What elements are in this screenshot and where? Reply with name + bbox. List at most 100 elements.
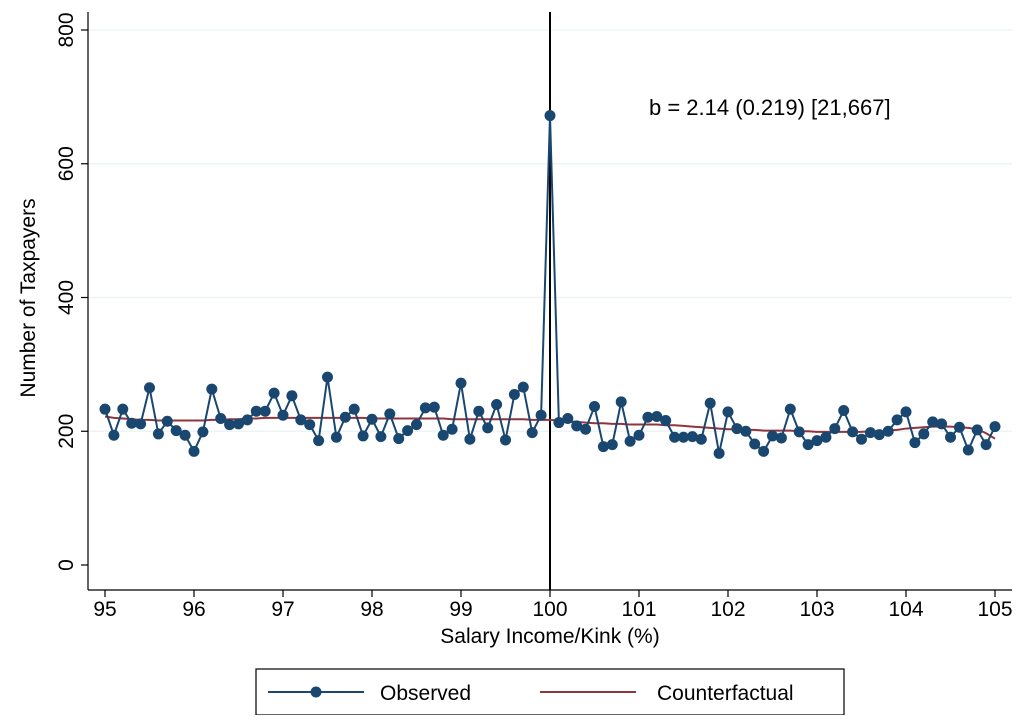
y-tick-label-400: 400	[55, 280, 78, 315]
x-axis-ticks: 95 96 97 98 99 100 101 102 103 104 105	[93, 590, 1013, 621]
observed-point-90	[900, 406, 912, 418]
observed-point-6	[152, 428, 164, 440]
observed-point-65	[678, 431, 689, 443]
x-tick-label-97: 97	[271, 598, 294, 621]
observed-point-59	[624, 435, 636, 447]
observed-point-92	[918, 428, 930, 440]
observed-point-28	[348, 403, 360, 415]
legend-observed-label: Observed	[380, 682, 471, 705]
observed-point-24	[313, 435, 325, 447]
observed-point-95	[945, 431, 956, 443]
y-tick-label-0: 0	[55, 559, 78, 571]
x-tick-label-101: 101	[621, 598, 656, 621]
observed-point-14	[224, 419, 236, 431]
observed-point-67	[695, 433, 707, 445]
observed-point-54	[580, 423, 592, 435]
observed-point-57	[606, 439, 618, 451]
observed-point-9	[179, 429, 191, 441]
observed-point-21	[286, 390, 298, 402]
x-tick-label-105: 105	[977, 598, 1012, 621]
observed-point-40	[455, 377, 467, 389]
observed-point-7	[161, 415, 173, 427]
y-tick-label-600: 600	[55, 146, 78, 181]
observed-point-48	[526, 427, 538, 439]
series-points-observed	[99, 110, 1001, 459]
observed-point-58	[615, 396, 627, 408]
observed-point-74	[758, 445, 770, 457]
y-axis-ticks: 0 200 400 600 800	[55, 12, 88, 571]
y-tick-label-800: 800	[55, 12, 78, 47]
observed-point-78	[793, 426, 805, 438]
observed-point-41	[464, 433, 476, 445]
observed-point-25	[322, 371, 333, 383]
observed-point-11	[197, 426, 209, 438]
observed-point-75	[767, 430, 778, 442]
observed-point-27	[339, 411, 351, 423]
observed-point-36	[419, 402, 431, 414]
observed-point-83	[838, 405, 850, 417]
observed-point-13	[215, 413, 227, 425]
annotation-text: b = 2.14 (0.219) [21,667]	[649, 95, 891, 120]
observed-point-84	[847, 426, 859, 438]
observed-point-22	[295, 414, 307, 426]
observed-point-61	[642, 411, 654, 423]
observed-point-3	[126, 417, 138, 429]
observed-point-100	[989, 421, 1001, 433]
observed-point-17	[250, 405, 262, 417]
observed-point-82	[829, 423, 841, 435]
observed-point-69	[713, 447, 725, 459]
observed-point-91	[909, 437, 921, 449]
x-tick-label-104: 104	[888, 598, 923, 621]
observed-point-79	[802, 439, 814, 451]
observed-point-97	[962, 444, 974, 456]
observed-point-2	[117, 403, 129, 415]
observed-point-16	[241, 414, 253, 426]
observed-point-80	[811, 435, 823, 447]
observed-point-56	[597, 441, 609, 453]
x-tick-label-96: 96	[182, 598, 205, 621]
x-tick-label-99: 99	[449, 598, 472, 621]
observed-point-4	[135, 418, 147, 430]
observed-point-94	[936, 418, 948, 430]
observed-point-18	[259, 405, 271, 417]
observed-point-51	[553, 417, 565, 429]
observed-point-72	[740, 425, 752, 437]
observed-point-89	[891, 414, 903, 426]
observed-point-68	[704, 397, 716, 409]
observed-point-60	[633, 429, 645, 441]
observed-point-49	[535, 409, 547, 421]
observed-point-34	[402, 425, 414, 437]
observed-point-53	[571, 420, 583, 432]
observed-point-55	[589, 401, 600, 413]
observed-point-71	[731, 423, 743, 435]
observed-point-33	[393, 433, 405, 445]
observed-point-35	[411, 419, 422, 431]
observed-point-96	[953, 421, 965, 433]
observed-point-37	[428, 401, 440, 413]
observed-point-10	[188, 445, 200, 457]
observed-point-0	[99, 403, 111, 415]
observed-point-38	[437, 429, 449, 441]
x-tick-label-98: 98	[360, 598, 383, 621]
series-line-counterfactual	[104, 415, 996, 440]
x-tick-label-95: 95	[93, 598, 116, 621]
observed-point-86	[864, 427, 876, 439]
observed-point-81	[820, 431, 832, 443]
observed-point-45	[500, 434, 511, 446]
observed-point-64	[669, 431, 681, 443]
x-tick-label-103: 103	[799, 598, 834, 621]
observed-point-88	[882, 425, 894, 437]
observed-point-52	[562, 413, 574, 425]
x-tick-label-100: 100	[532, 598, 567, 621]
observed-point-46	[508, 388, 520, 400]
observed-point-66	[686, 431, 698, 443]
observed-point-1	[108, 429, 120, 441]
observed-point-47	[517, 381, 529, 393]
observed-point-98	[971, 424, 983, 436]
observed-point-42	[473, 405, 485, 417]
observed-point-63	[660, 415, 672, 427]
observed-point-87	[873, 429, 885, 441]
legend-observed-marker	[310, 686, 322, 698]
observed-point-85	[856, 433, 867, 445]
